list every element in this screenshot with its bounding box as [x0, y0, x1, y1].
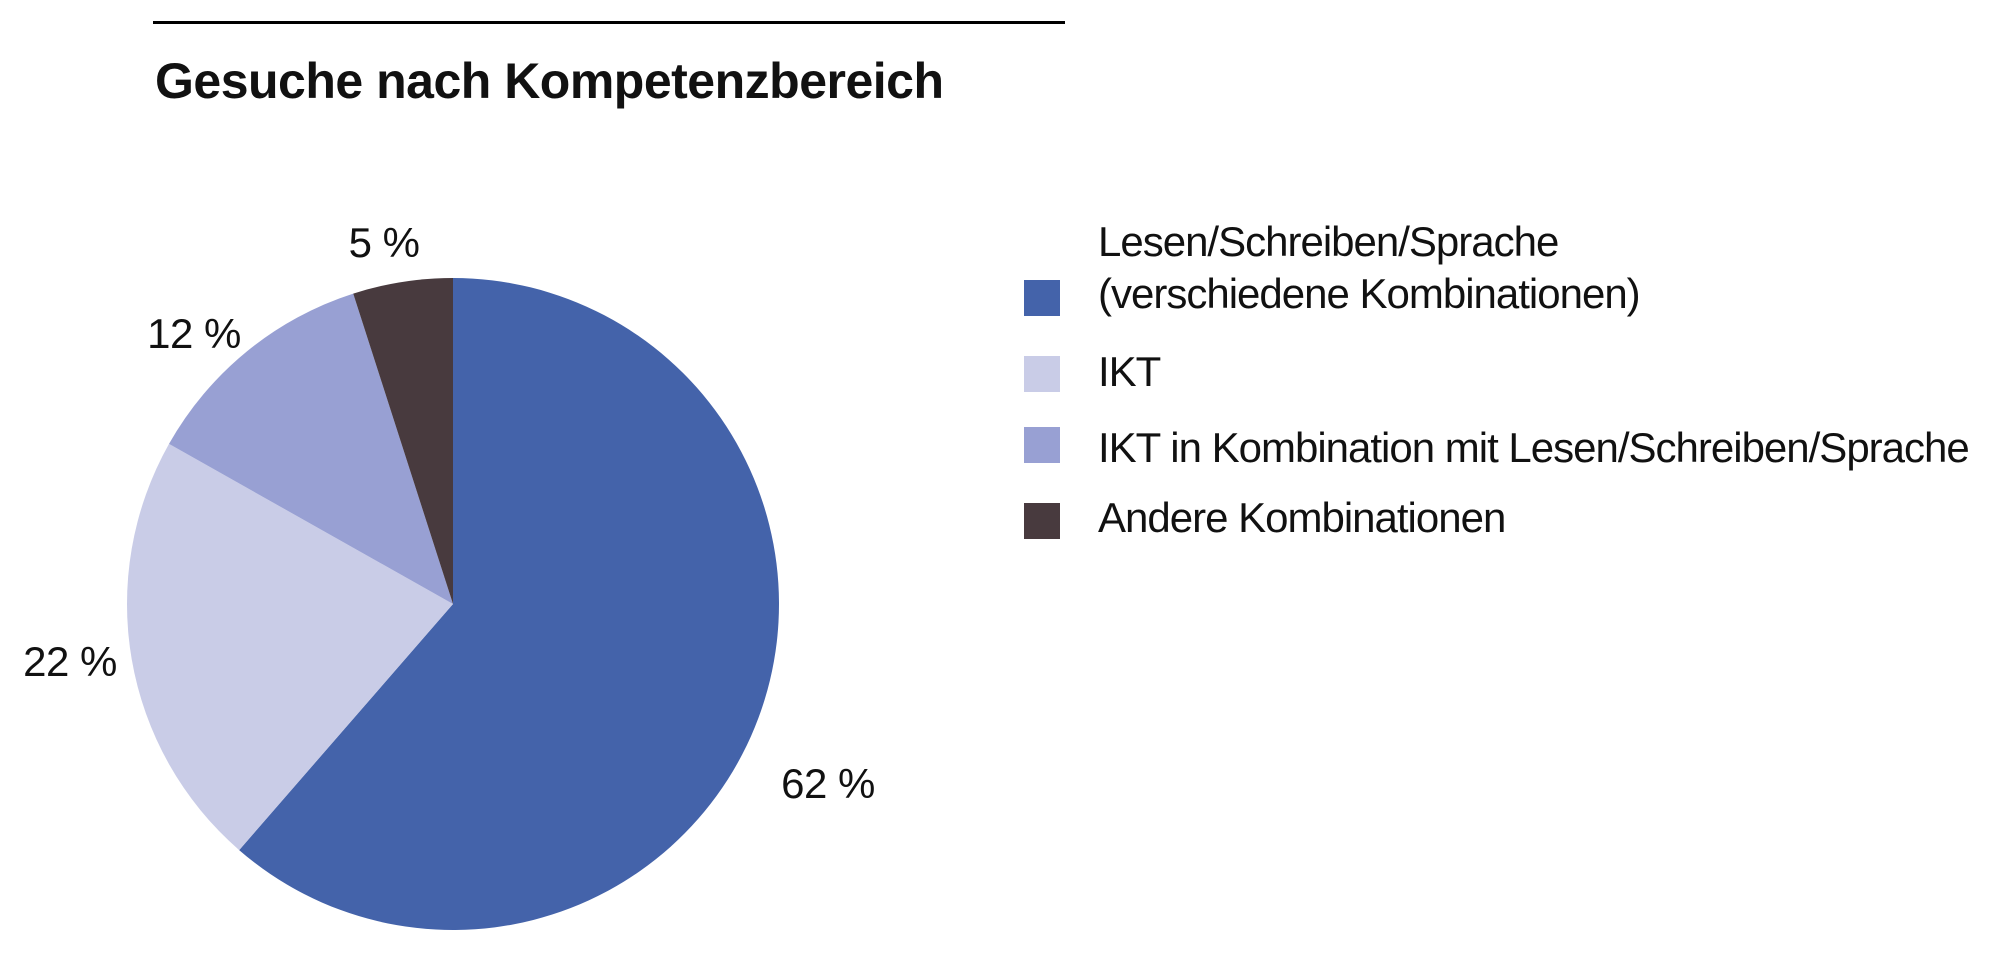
slice-value-label-62: 62 % [781, 760, 875, 807]
slice-value-label-12: 12 % [147, 310, 241, 357]
pie-slice-1 [127, 443, 453, 851]
pie-slice-3 [353, 278, 453, 604]
title-rule [153, 21, 1065, 24]
pie-slice-2 [169, 293, 453, 604]
pie-slice-0 [239, 278, 780, 930]
slice-value-label-5: 5 % [348, 219, 420, 266]
slice-value-label-22: 22 % [23, 638, 117, 685]
chart-title: Gesuche nach Kompetenzbereich [155, 53, 944, 109]
